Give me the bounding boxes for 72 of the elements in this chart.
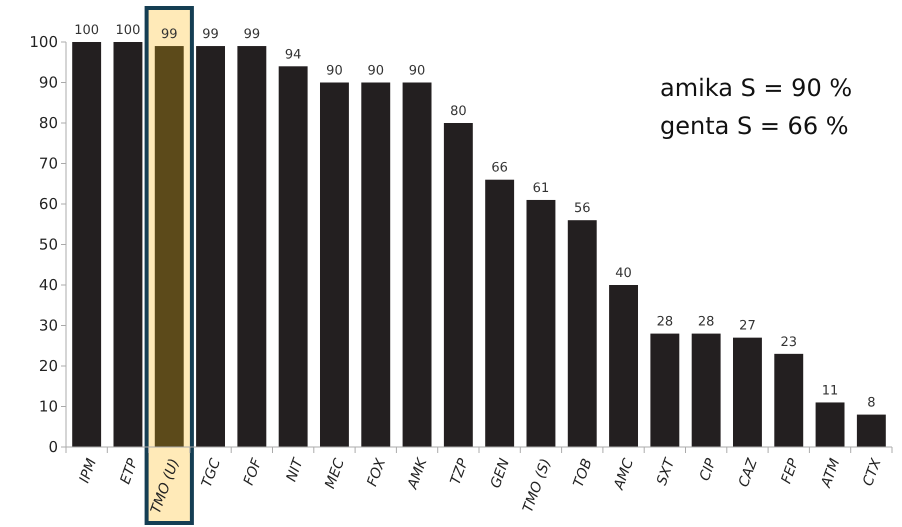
data-label: 90: [367, 64, 384, 78]
bar: [237, 46, 266, 447]
data-label: 28: [656, 314, 674, 330]
data-label: 100: [116, 23, 140, 38]
x-tick-label: TGC: [198, 456, 224, 490]
data-label: 61: [532, 180, 550, 196]
y-tick-label: 0: [48, 438, 58, 456]
x-tick-label: FEP: [778, 456, 802, 486]
bar: [568, 220, 597, 447]
data-label: 40: [615, 266, 632, 281]
data-label: 23: [780, 334, 798, 350]
bar: [278, 66, 308, 447]
x-tick-label: IPM: [76, 456, 100, 486]
data-label: 99: [244, 27, 260, 42]
y-tick-label: 100: [29, 32, 58, 51]
bar: [609, 285, 638, 447]
bar: [692, 334, 721, 447]
bar: [444, 123, 473, 447]
annotation: amika S = 90 %: [660, 74, 852, 102]
x-tick-label: FOX: [364, 456, 390, 489]
x-tick-label: NIT: [284, 455, 308, 484]
x-tick-label: SXT: [654, 455, 679, 488]
data-label: 94: [284, 47, 302, 62]
x-tick-label: TOB: [570, 456, 596, 490]
data-label: 99: [160, 27, 178, 42]
data-label: 100: [74, 23, 100, 38]
y-tick-label: 70: [38, 154, 58, 172]
x-tick-label: CAZ: [736, 456, 761, 490]
bar: [774, 354, 804, 447]
bar: [856, 414, 886, 447]
data-label: 56: [574, 201, 591, 216]
x-tick-label: FOF: [240, 456, 266, 488]
bar: [816, 402, 845, 447]
y-tick-label: 80: [38, 114, 58, 132]
x-tick-label: AMC: [610, 456, 637, 493]
bar: [732, 338, 762, 447]
bar: [526, 200, 556, 447]
y-tick-label: 90: [38, 73, 58, 92]
x-tick-label: TMO (U): [148, 456, 183, 516]
bar: [72, 42, 102, 447]
x-tick-label: GEN: [488, 456, 514, 490]
bar: [402, 82, 432, 447]
x-tick-label: CTX: [860, 456, 885, 488]
data-label: 28: [698, 314, 714, 330]
annotation: genta S = 66 %: [660, 112, 849, 140]
data-label: 80: [450, 104, 467, 119]
x-tick-label: TMO (S): [520, 456, 554, 515]
x-tick-label: CIP: [696, 456, 720, 484]
bar: [320, 82, 349, 447]
x-tick-label: ATM: [818, 456, 844, 490]
x-tick-label: MEC: [322, 456, 348, 491]
y-tick-label: 30: [38, 316, 58, 334]
bar: [485, 180, 514, 447]
data-label: 99: [202, 27, 219, 42]
data-label: 27: [739, 318, 756, 334]
bar: [113, 42, 142, 447]
bar: [361, 82, 390, 447]
data-label: 66: [491, 160, 508, 176]
data-label: 90: [408, 64, 426, 78]
x-tick-label: ETP: [117, 456, 142, 486]
y-tick-label: 10: [38, 397, 58, 416]
bar: [650, 334, 680, 447]
data-label: 11: [822, 383, 838, 398]
y-tick-label: 40: [38, 276, 58, 294]
x-tick-label: AMK: [404, 454, 432, 492]
bar: [196, 46, 226, 447]
data-label: 90: [326, 64, 343, 78]
y-tick-label: 60: [38, 194, 58, 213]
x-tick-label: TZP: [448, 456, 472, 488]
y-tick-label: 20: [38, 356, 58, 375]
y-tick-label: 50: [38, 235, 58, 254]
data-label: 8: [867, 396, 876, 411]
